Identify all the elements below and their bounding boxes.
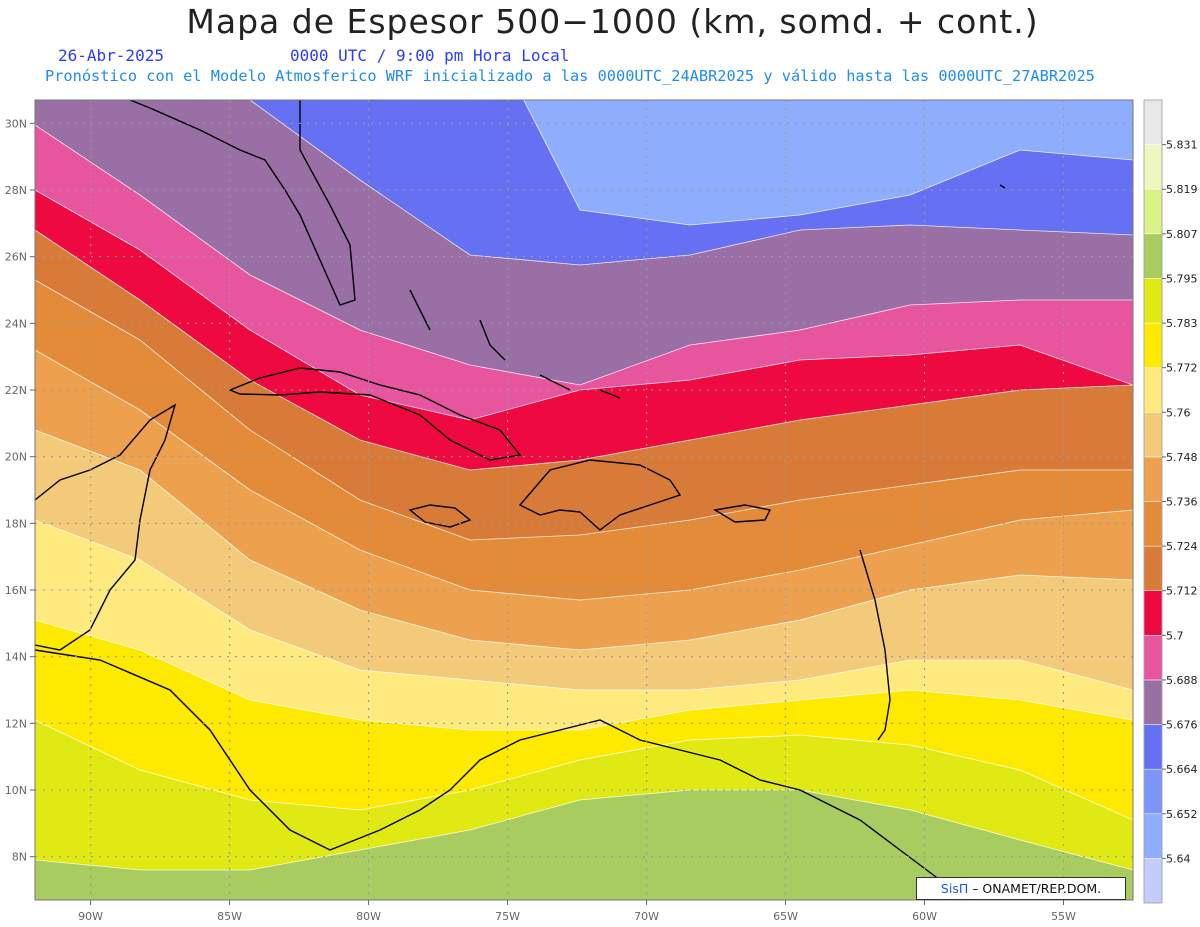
legend-swatch xyxy=(1143,501,1163,547)
legend-swatch xyxy=(1143,188,1163,235)
legend-swatch xyxy=(1143,99,1163,145)
coastline-segment xyxy=(228,367,522,461)
map-frame xyxy=(34,99,1134,901)
forecast-time: 0000 UTC / 9:00 pm Hora Local xyxy=(290,46,570,65)
legend-swatch xyxy=(1143,456,1163,502)
y-tick-label: 8N xyxy=(12,851,27,864)
legend-swatch xyxy=(1143,724,1163,770)
y-tick-label: 20N xyxy=(5,451,27,464)
coastlines xyxy=(35,100,1006,881)
x-tick-label: 60W xyxy=(912,910,937,923)
legend-label: 5.795 xyxy=(1166,272,1198,285)
latitude-axis: 8N 10N 12N 14N 16N 18N 20N 22N 24N 26N 28N 30N xyxy=(5,117,35,864)
legend-label: 5.831 xyxy=(1166,139,1198,152)
legend-swatch xyxy=(1143,858,1163,904)
legend-swatch xyxy=(1143,679,1163,725)
legend-label: 5.76 xyxy=(1166,406,1191,419)
legend-swatch xyxy=(1143,412,1163,458)
legend-label: 5.748 xyxy=(1166,451,1198,464)
y-tick-label: 30N xyxy=(5,117,27,130)
y-tick-label: 10N xyxy=(5,784,27,797)
thickness-band xyxy=(35,789,1133,900)
y-tick-label: 24N xyxy=(5,317,27,330)
legend-swatch xyxy=(1143,322,1163,368)
x-tick-label: 80W xyxy=(356,910,381,923)
x-tick-label: 90W xyxy=(78,910,103,923)
legend-label: 5.819 xyxy=(1166,183,1198,196)
y-tick-label: 12N xyxy=(5,717,27,730)
legend-label: 5.712 xyxy=(1166,585,1198,598)
legend-label: 5.736 xyxy=(1166,496,1198,509)
model-description: Pronóstico con el Modelo Atmosferico WRF… xyxy=(45,67,1095,85)
coastline-segment xyxy=(35,403,177,651)
legend-label: 5.7 xyxy=(1166,629,1184,642)
longitude-axis: 90W 85W 80W 75W 70W 65W 60W 55W xyxy=(78,900,1076,923)
legend-swatch xyxy=(1143,545,1163,591)
legend-label: 5.724 xyxy=(1166,540,1198,553)
credit-box: SisΠ – ONAMET/REP.DOM. xyxy=(916,877,1126,900)
legend-swatch xyxy=(1143,367,1163,413)
coastline-segment xyxy=(408,504,472,528)
legend-swatch xyxy=(1143,635,1163,681)
y-tick-label: 28N xyxy=(5,184,27,197)
legend-swatch xyxy=(1143,278,1163,324)
y-tick-label: 14N xyxy=(5,651,27,664)
legend-label: 5.772 xyxy=(1166,362,1198,375)
y-tick-label: 26N xyxy=(5,251,27,264)
coastline-segment xyxy=(409,289,621,399)
x-tick-label: 85W xyxy=(217,910,242,923)
graticule xyxy=(35,100,1133,900)
legend-swatch xyxy=(1143,768,1163,815)
legend-label: 5.688 xyxy=(1166,674,1198,687)
legend-label: 5.64 xyxy=(1166,852,1191,865)
credit-text: – ONAMET/REP.DOM. xyxy=(968,881,1102,896)
coastline-segment xyxy=(518,459,682,531)
coastline-segment xyxy=(859,549,891,741)
x-tick-label: 55W xyxy=(1051,910,1076,923)
legend-label: 5.807 xyxy=(1166,228,1198,241)
color-legend: 5.64 5.652 5.664 5.676 5.688 5.7 5.712 5.724 5.7… xyxy=(1143,99,1198,904)
legend-swatch xyxy=(1143,813,1163,859)
coastline-segment xyxy=(999,184,1006,189)
coastline-segment xyxy=(35,649,941,881)
sispi-logo: SisΠ xyxy=(940,881,969,896)
x-tick-label: 65W xyxy=(773,910,798,923)
x-tick-label: 75W xyxy=(495,910,520,923)
legend-label: 5.676 xyxy=(1166,719,1198,732)
legend-swatch xyxy=(1143,590,1163,636)
x-tick-label: 70W xyxy=(634,910,659,923)
legend-swatch xyxy=(1143,233,1163,279)
map-title: Mapa de Espesor 500−1000 (km, somd. + co… xyxy=(186,2,1039,41)
coastline-segment xyxy=(713,504,772,523)
coastline-segment xyxy=(129,100,356,306)
forecast-date: 26-Abr-2025 xyxy=(58,46,164,65)
y-tick-label: 18N xyxy=(5,517,27,530)
legend-swatch xyxy=(1143,144,1163,190)
legend-label: 5.783 xyxy=(1166,317,1198,330)
legend-label: 5.652 xyxy=(1166,808,1198,821)
legend-label: 5.664 xyxy=(1166,763,1198,776)
y-tick-label: 16N xyxy=(5,584,27,597)
y-tick-label: 22N xyxy=(5,384,27,397)
